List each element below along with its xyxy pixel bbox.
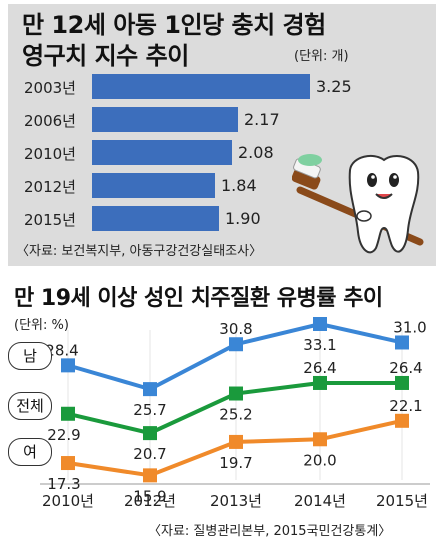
- bar-value-label: 3.25: [316, 77, 352, 96]
- bar: [92, 107, 238, 132]
- data-point-marker: [229, 337, 243, 352]
- data-point-marker: [143, 426, 157, 441]
- series-pill-female: 여: [8, 438, 52, 466]
- bar: [92, 173, 215, 198]
- bar-value-label: 1.84: [221, 176, 257, 195]
- x-tick-label: 2010년: [42, 492, 94, 510]
- data-value-label: 17.3: [47, 475, 80, 493]
- bar-chart-title: 만 12세 아동 1인당 충치 경험 영구치 지수 추이: [22, 10, 382, 72]
- line-chart-unit: (단위: %): [14, 318, 69, 333]
- data-value-label: 19.7: [219, 454, 252, 472]
- data-value-label: 20.7: [133, 445, 166, 463]
- data-value-label: 20.0: [303, 451, 336, 469]
- data-point-marker: [61, 406, 75, 421]
- line-chart-source: 〈자료: 질병관리본부, 2015국민건강통계〉: [148, 524, 392, 539]
- data-point-marker: [395, 335, 409, 350]
- line-chart-title: 만 19세 이상 성인 치주질환 유병률 추이: [14, 286, 383, 311]
- data-value-label: 33.1: [303, 336, 336, 354]
- data-point-marker: [61, 358, 75, 373]
- bar-category-label: 2010년: [24, 145, 76, 163]
- data-point-marker: [143, 382, 157, 397]
- data-point-marker: [229, 434, 243, 449]
- bar-value-label: 2.08: [238, 143, 274, 162]
- bar-chart-source: 〈자료: 보건복지부, 아동구강건강실태조사〉: [16, 244, 263, 259]
- data-value-label: 25.7: [133, 401, 166, 419]
- bar-category-label: 2012년: [24, 178, 76, 196]
- data-point-marker: [395, 375, 409, 390]
- data-value-label: 15.9: [133, 487, 166, 505]
- data-value-label: 30.8: [219, 320, 252, 338]
- data-point-marker: [313, 317, 327, 331]
- data-point-marker: [313, 432, 327, 447]
- data-point-marker: [143, 468, 157, 483]
- bar-category-label: 2006년: [24, 112, 76, 130]
- series-pill-male: 남: [8, 342, 52, 370]
- data-point-marker: [229, 386, 243, 401]
- data-value-label: 22.9: [47, 426, 80, 444]
- series-pill-total: 전체: [8, 392, 52, 420]
- data-point-marker: [395, 413, 409, 428]
- data-value-label: 26.4: [389, 359, 422, 377]
- bar: [92, 206, 219, 231]
- bar: [92, 140, 232, 165]
- bar-category-label: 2003년: [24, 79, 76, 97]
- data-value-label: 26.4: [303, 359, 336, 377]
- x-tick-label: 2013년: [210, 492, 262, 510]
- data-value-label: 25.2: [219, 406, 252, 424]
- data-point-marker: [313, 375, 327, 390]
- bar-chart-title-line2: 영구치 지수 추이: [22, 42, 189, 70]
- data-value-label: 22.1: [389, 397, 422, 415]
- bar-category-label: 2015년: [24, 211, 76, 229]
- bar-value-label: 2.17: [244, 110, 280, 129]
- data-point-marker: [61, 456, 75, 471]
- data-value-label: 28.4: [45, 341, 78, 359]
- bar-chart-title-line1: 만 12세 아동 1인당 충치 경험: [22, 11, 326, 39]
- tooth-mascot-icon: [292, 154, 424, 254]
- x-tick-label: 2015년: [376, 492, 428, 510]
- data-value-label: 31.0: [393, 318, 426, 336]
- bar-value-label: 1.90: [225, 209, 261, 228]
- bar: [92, 74, 310, 99]
- x-tick-label: 2014년: [294, 492, 346, 510]
- bar-chart-unit: (단위: 개): [294, 49, 349, 64]
- x-tick-label: 2012년: [124, 492, 176, 510]
